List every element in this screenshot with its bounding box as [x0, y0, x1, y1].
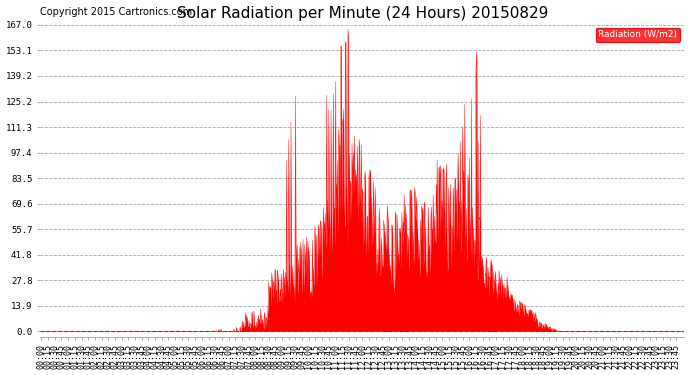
Text: Copyright 2015 Cartronics.com: Copyright 2015 Cartronics.com — [40, 7, 193, 17]
Title: Solar Radiation per Minute (24 Hours) 20150829: Solar Radiation per Minute (24 Hours) 20… — [177, 6, 548, 21]
Legend: Radiation (W/m2): Radiation (W/m2) — [595, 28, 680, 42]
